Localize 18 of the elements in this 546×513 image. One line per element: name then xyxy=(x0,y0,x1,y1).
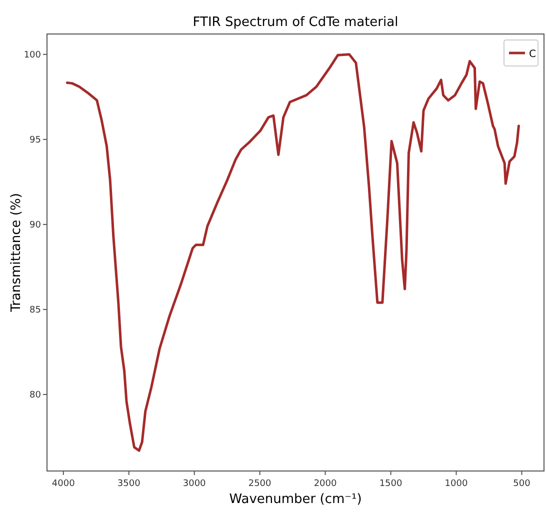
x-axis-title: Wavenumber (cm⁻¹) xyxy=(229,492,362,507)
y-tick-label: 85 xyxy=(30,305,41,316)
x-tick-label: 2000 xyxy=(314,479,338,489)
legend-label: C xyxy=(529,49,536,60)
x-tick-label: 1500 xyxy=(379,479,402,489)
x-tick-label: 3000 xyxy=(182,479,206,489)
x-tick-label: 500 xyxy=(513,479,531,489)
x-tick-label: 3500 xyxy=(117,479,141,489)
chart-title: FTIR Spectrum of CdTe material xyxy=(192,15,398,30)
line-series xyxy=(66,53,520,452)
y-tick-label: 100 xyxy=(24,50,42,60)
y-tick-label: 90 xyxy=(30,220,42,230)
x-tick-label: 4000 xyxy=(52,479,76,489)
y-tick-label: 95 xyxy=(30,135,41,146)
y-tick-label: 80 xyxy=(30,390,42,400)
x-tick-label: 1000 xyxy=(444,479,468,489)
y-axis-title: Transmittance (%) xyxy=(9,193,24,313)
x-tick-label: 2500 xyxy=(248,479,272,489)
